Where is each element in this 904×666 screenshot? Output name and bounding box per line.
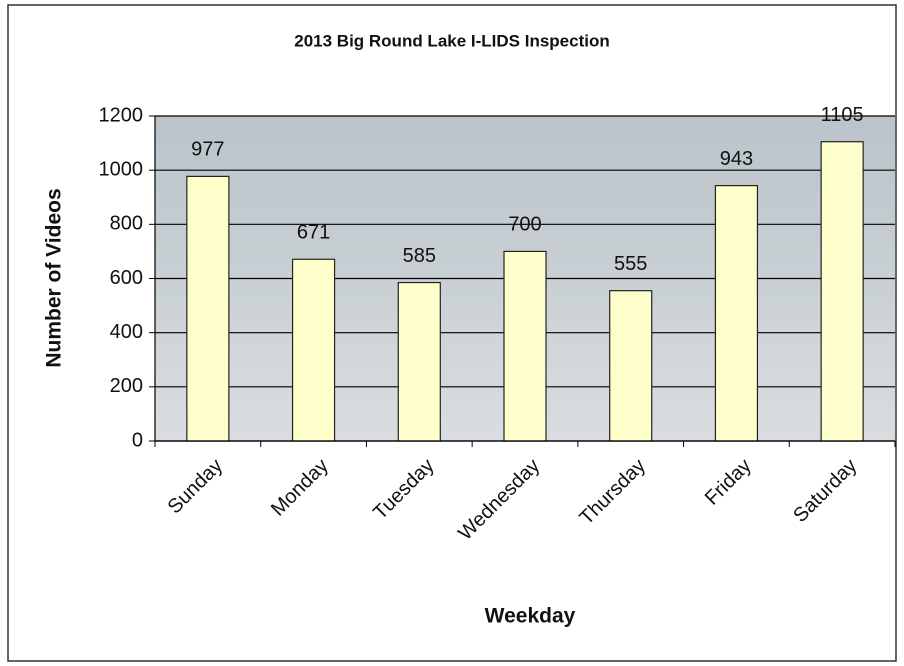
bar	[820, 141, 864, 442]
chart-title: 2013 Big Round Lake I-LIDS Inspection	[294, 31, 610, 50]
x-axis-title: Weekday	[485, 605, 576, 628]
data-label: 585	[403, 245, 436, 267]
data-label: 700	[508, 214, 541, 236]
y-tick-label: 600	[110, 267, 143, 289]
data-label: 555	[614, 253, 647, 275]
y-tick-label: 1200	[99, 104, 144, 126]
y-tick-label: 200	[110, 375, 143, 397]
bar	[291, 258, 336, 442]
y-tick-label: 1000	[99, 158, 144, 180]
y-tick-label: 800	[110, 213, 143, 235]
y-tick-label: 400	[110, 321, 143, 343]
bar	[503, 250, 547, 442]
data-label: 943	[720, 148, 753, 170]
y-axis-title: Number of Videos	[43, 188, 66, 367]
bar	[397, 281, 441, 442]
data-label: 671	[297, 222, 330, 244]
bar	[186, 175, 230, 442]
data-label: 1105	[821, 104, 864, 126]
bar	[609, 290, 653, 442]
bar	[714, 185, 759, 442]
y-tick-label: 0	[132, 429, 143, 451]
data-label: 977	[191, 139, 224, 161]
